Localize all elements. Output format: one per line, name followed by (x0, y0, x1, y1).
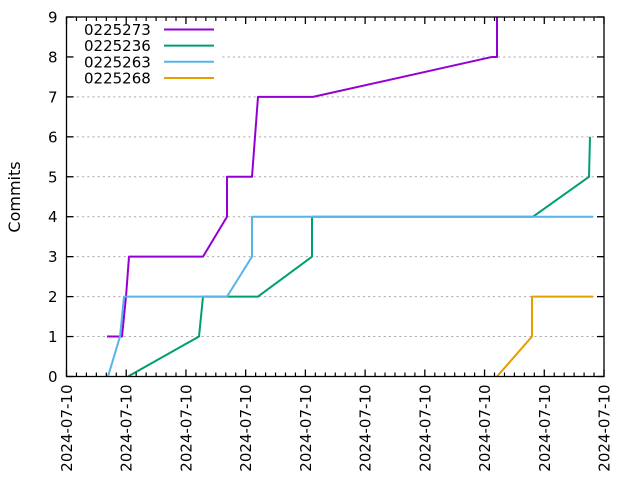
y-tick-label: 4 (48, 208, 58, 226)
legend-label: 0225236 (84, 37, 151, 55)
x-tick-label: 2024-07-10 (476, 385, 494, 472)
x-tick-label: 2024-07-10 (416, 385, 434, 472)
y-tick-label: 5 (48, 168, 58, 186)
legend-entry: 0225268 (84, 69, 214, 87)
x-tick-label: 2024-07-10 (536, 385, 554, 472)
x-tick-label: 2024-07-10 (118, 385, 136, 472)
series-line-0225236 (127, 136, 591, 378)
x-tick-label: 2024-07-10 (357, 385, 375, 472)
legend-entry: 0225273 (84, 21, 214, 39)
legend-label: 0225263 (84, 53, 151, 71)
legend-label: 0225273 (84, 21, 151, 39)
series-layer (107, 17, 593, 378)
series-line-0225263 (107, 215, 593, 377)
y-tick-label: 1 (48, 328, 58, 346)
y-tick-label: 3 (48, 248, 58, 266)
legend-entry: 0225263 (84, 53, 214, 71)
series-line-0225268 (496, 295, 593, 378)
y-tick-label: 8 (48, 48, 58, 66)
y-tick-label: 2 (48, 288, 58, 306)
y-tick-label: 9 (48, 9, 58, 27)
y-tick-label: 6 (48, 128, 58, 146)
tick-label-layer: 0 1 2 3 4 5 6 7 8 9 2024-07-10 2024-07-10 2024-07-10… (48, 9, 614, 472)
y-tick-label: 0 (48, 368, 58, 386)
legend-entry: 0225236 (84, 37, 214, 55)
x-tick-label: 2024-07-10 (237, 385, 255, 472)
y-tick-label: 7 (48, 88, 58, 106)
x-tick-label: 2024-07-10 (297, 385, 315, 472)
tick-layer (65, 16, 605, 378)
legend-label: 0225268 (84, 69, 151, 87)
y-axis-title: Commits (5, 161, 24, 232)
series-line-0225273 (107, 17, 498, 338)
x-tick-label: 2024-07-10 (177, 385, 195, 472)
x-tick-label: 2024-07-10 (596, 385, 614, 472)
x-tick-label: 2024-07-10 (58, 385, 76, 472)
